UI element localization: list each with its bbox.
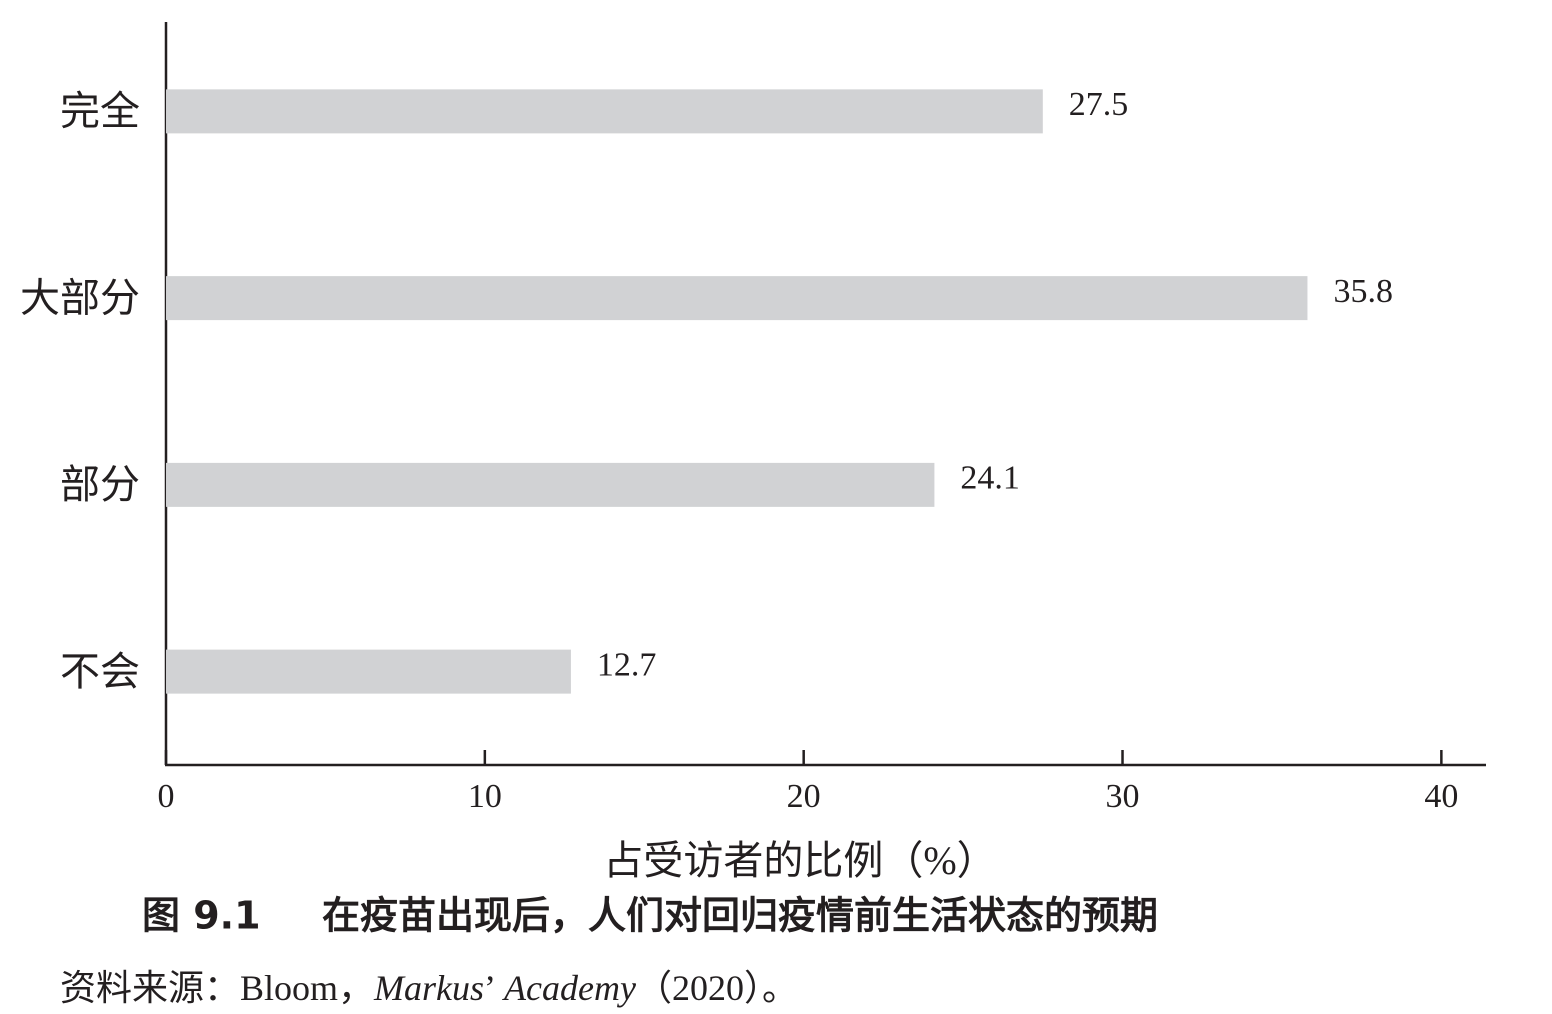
x-tick-label: 20 [787,778,821,815]
source-part: Markus [373,968,484,1008]
y-tick-label: 不会 [60,649,140,694]
x-axis-label: 占受访者的比例（%） [603,838,996,883]
value-label: 24.1 [960,460,1020,497]
y-tick-label: 部分 [60,462,140,507]
x-tick-label: 40 [1424,778,1458,815]
bar [166,462,935,507]
value-label: 12.7 [597,646,657,683]
figure-number: 图 9.1 [142,894,261,938]
source-part: Academy [502,968,636,1008]
chart-title: 在疫苗出现后，人们对回归疫情前生活状态的预期 [322,894,1158,938]
x-tick-label: 30 [1106,778,1140,815]
bar [166,649,571,694]
y-tick-label: 完全 [60,89,140,134]
bar [166,276,1308,321]
value-label: 27.5 [1069,86,1129,123]
x-tick-label: 0 [158,778,175,815]
source-part: ’ [484,968,496,1008]
value-label: 35.8 [1333,273,1393,310]
source-part: 资料来源：Bloom， [60,968,374,1008]
x-tick-label: 10 [468,778,502,815]
source-note: 资料来源：Bloom，Markus’ Academy（2020）。 [60,968,798,1008]
source-part: （2020）。 [636,968,798,1008]
y-tick-label: 大部分 [20,275,140,320]
bar [166,89,1043,134]
